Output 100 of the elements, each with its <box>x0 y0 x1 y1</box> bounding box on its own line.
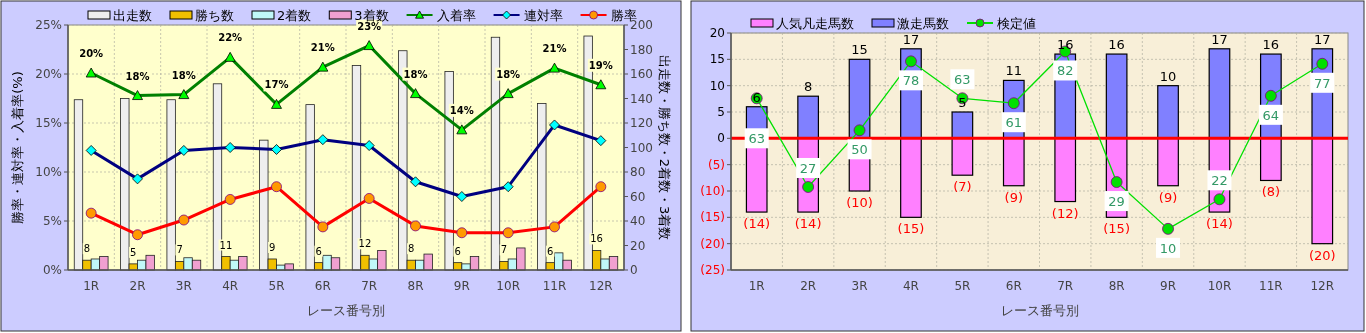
data-label: 17 <box>902 31 920 47</box>
data-label: 10 <box>1159 240 1177 256</box>
x-tick-label: 9R <box>453 279 470 293</box>
y-tick-label: (15) <box>700 210 725 225</box>
data-label: 16 <box>1262 37 1280 53</box>
data-label: 77 <box>1314 75 1331 91</box>
data-label: 11 <box>219 239 233 251</box>
bar <box>1157 137 1179 187</box>
data-label: 16 <box>590 233 603 245</box>
y-axis-title: 勝率・連対率・入着率(%) <box>10 71 25 224</box>
data-label: (20) <box>1308 247 1336 263</box>
x-tick-label: 3R <box>175 279 192 293</box>
y-tick-label: 20 <box>709 26 725 40</box>
x-axis-title: レース番号別 <box>1000 303 1079 318</box>
bar <box>951 137 974 176</box>
data-label: 21% <box>310 42 335 54</box>
x-tick-label: 1R <box>83 279 100 293</box>
x-tick-label: 11R <box>1259 279 1283 293</box>
x-tick-label: 5R <box>268 279 285 293</box>
data-label: 64 <box>1262 107 1280 123</box>
y-tick-label: (20) <box>700 236 725 251</box>
data-label: 5 <box>130 246 137 258</box>
x-tick-label: 11R <box>542 279 567 293</box>
data-label: 29 <box>1108 194 1125 210</box>
data-label: 17% <box>264 79 289 91</box>
data-label: 17 <box>1211 31 1228 47</box>
data-label: 18% <box>171 69 196 81</box>
legend-label: 連対率 <box>523 8 563 23</box>
legend-label: 2着数 <box>277 8 312 23</box>
bar <box>1054 137 1077 203</box>
data-label: 8 <box>408 243 415 255</box>
data-label: 8 <box>803 79 813 95</box>
point <box>1264 89 1277 102</box>
bar <box>900 137 922 218</box>
x-tick-label: 3R <box>851 279 868 293</box>
data-label: 18% <box>125 70 150 82</box>
legend-label: 出走数 <box>113 8 152 23</box>
y2-tick-label: 40 <box>630 214 646 228</box>
data-label: (10) <box>846 195 873 210</box>
y2-tick-label: 80 <box>630 165 646 179</box>
data-label: (14) <box>794 216 822 232</box>
x-tick-label: 12R <box>589 279 613 293</box>
bar <box>1105 53 1128 139</box>
data-label: 61 <box>1005 115 1023 131</box>
bar <box>1311 137 1334 245</box>
data-label: (14) <box>743 216 771 232</box>
y-tick-label: 10 <box>709 78 725 93</box>
y-tick-label: (25) <box>700 263 725 277</box>
y2-tick-label: 180 <box>630 42 653 57</box>
y2-tick-label: 160 <box>630 67 653 81</box>
point <box>1007 97 1020 110</box>
legend-label: 勝ち数 <box>195 8 234 23</box>
bar <box>1208 48 1231 139</box>
data-label: 18% <box>496 68 521 80</box>
y2-tick-label: 0 <box>630 263 638 277</box>
bar <box>1157 85 1179 139</box>
y-tick-label: 10% <box>35 165 62 179</box>
x-tick-label: 6R <box>314 279 331 293</box>
point <box>853 124 866 137</box>
data-label: 63 <box>748 131 765 147</box>
data-label: 10 <box>1159 68 1177 84</box>
bar <box>1259 137 1282 182</box>
data-label: (9) <box>1004 189 1023 205</box>
y-tick-label: 5% <box>42 214 62 228</box>
data-label: 7 <box>176 244 183 256</box>
y-tick-label: 15% <box>35 116 62 130</box>
data-label: 6 <box>454 245 461 257</box>
x-axis-title: レース番号別 <box>307 303 385 318</box>
data-label: (15) <box>1103 221 1130 237</box>
y2-axis-title: 出走数・勝ち数・2着数・3着数 <box>657 54 672 241</box>
x-tick-label: 9R <box>1160 279 1177 293</box>
x-tick-label: 4R <box>902 279 919 293</box>
x-tick-label: 6R <box>1005 279 1022 293</box>
point <box>1316 57 1329 70</box>
x-tick-label: 7R <box>1057 279 1074 293</box>
x-tick-label: 7R <box>361 279 378 293</box>
y-tick-label: (10) <box>700 184 725 198</box>
y-tick-label: 25% <box>35 18 62 32</box>
legend-label: 検定値 <box>997 16 1036 31</box>
data-label: 14% <box>449 104 474 116</box>
legend-label: 入着率 <box>436 8 476 23</box>
data-label: 82 <box>1056 63 1074 79</box>
y-tick-label: 5 <box>717 105 725 119</box>
data-label: 6 <box>752 89 761 105</box>
data-label: 63 <box>954 72 971 88</box>
data-label: 22% <box>218 32 243 44</box>
data-label: (9) <box>1158 189 1178 205</box>
data-label: 6 <box>547 245 554 257</box>
point <box>1162 222 1174 235</box>
point <box>905 55 917 68</box>
data-label: 16 <box>1108 37 1125 53</box>
y2-tick-label: 60 <box>630 189 646 204</box>
data-label: 11 <box>1005 63 1023 79</box>
data-label: 19% <box>588 59 613 71</box>
legend-label: 3着数 <box>354 8 389 23</box>
y-tick-label: 0% <box>42 263 62 277</box>
y-tick-label: 15 <box>709 52 725 67</box>
legend-label: 激走馬数 <box>897 16 949 31</box>
data-label: 8 <box>83 243 91 255</box>
x-tick-label: 8R <box>407 279 424 293</box>
